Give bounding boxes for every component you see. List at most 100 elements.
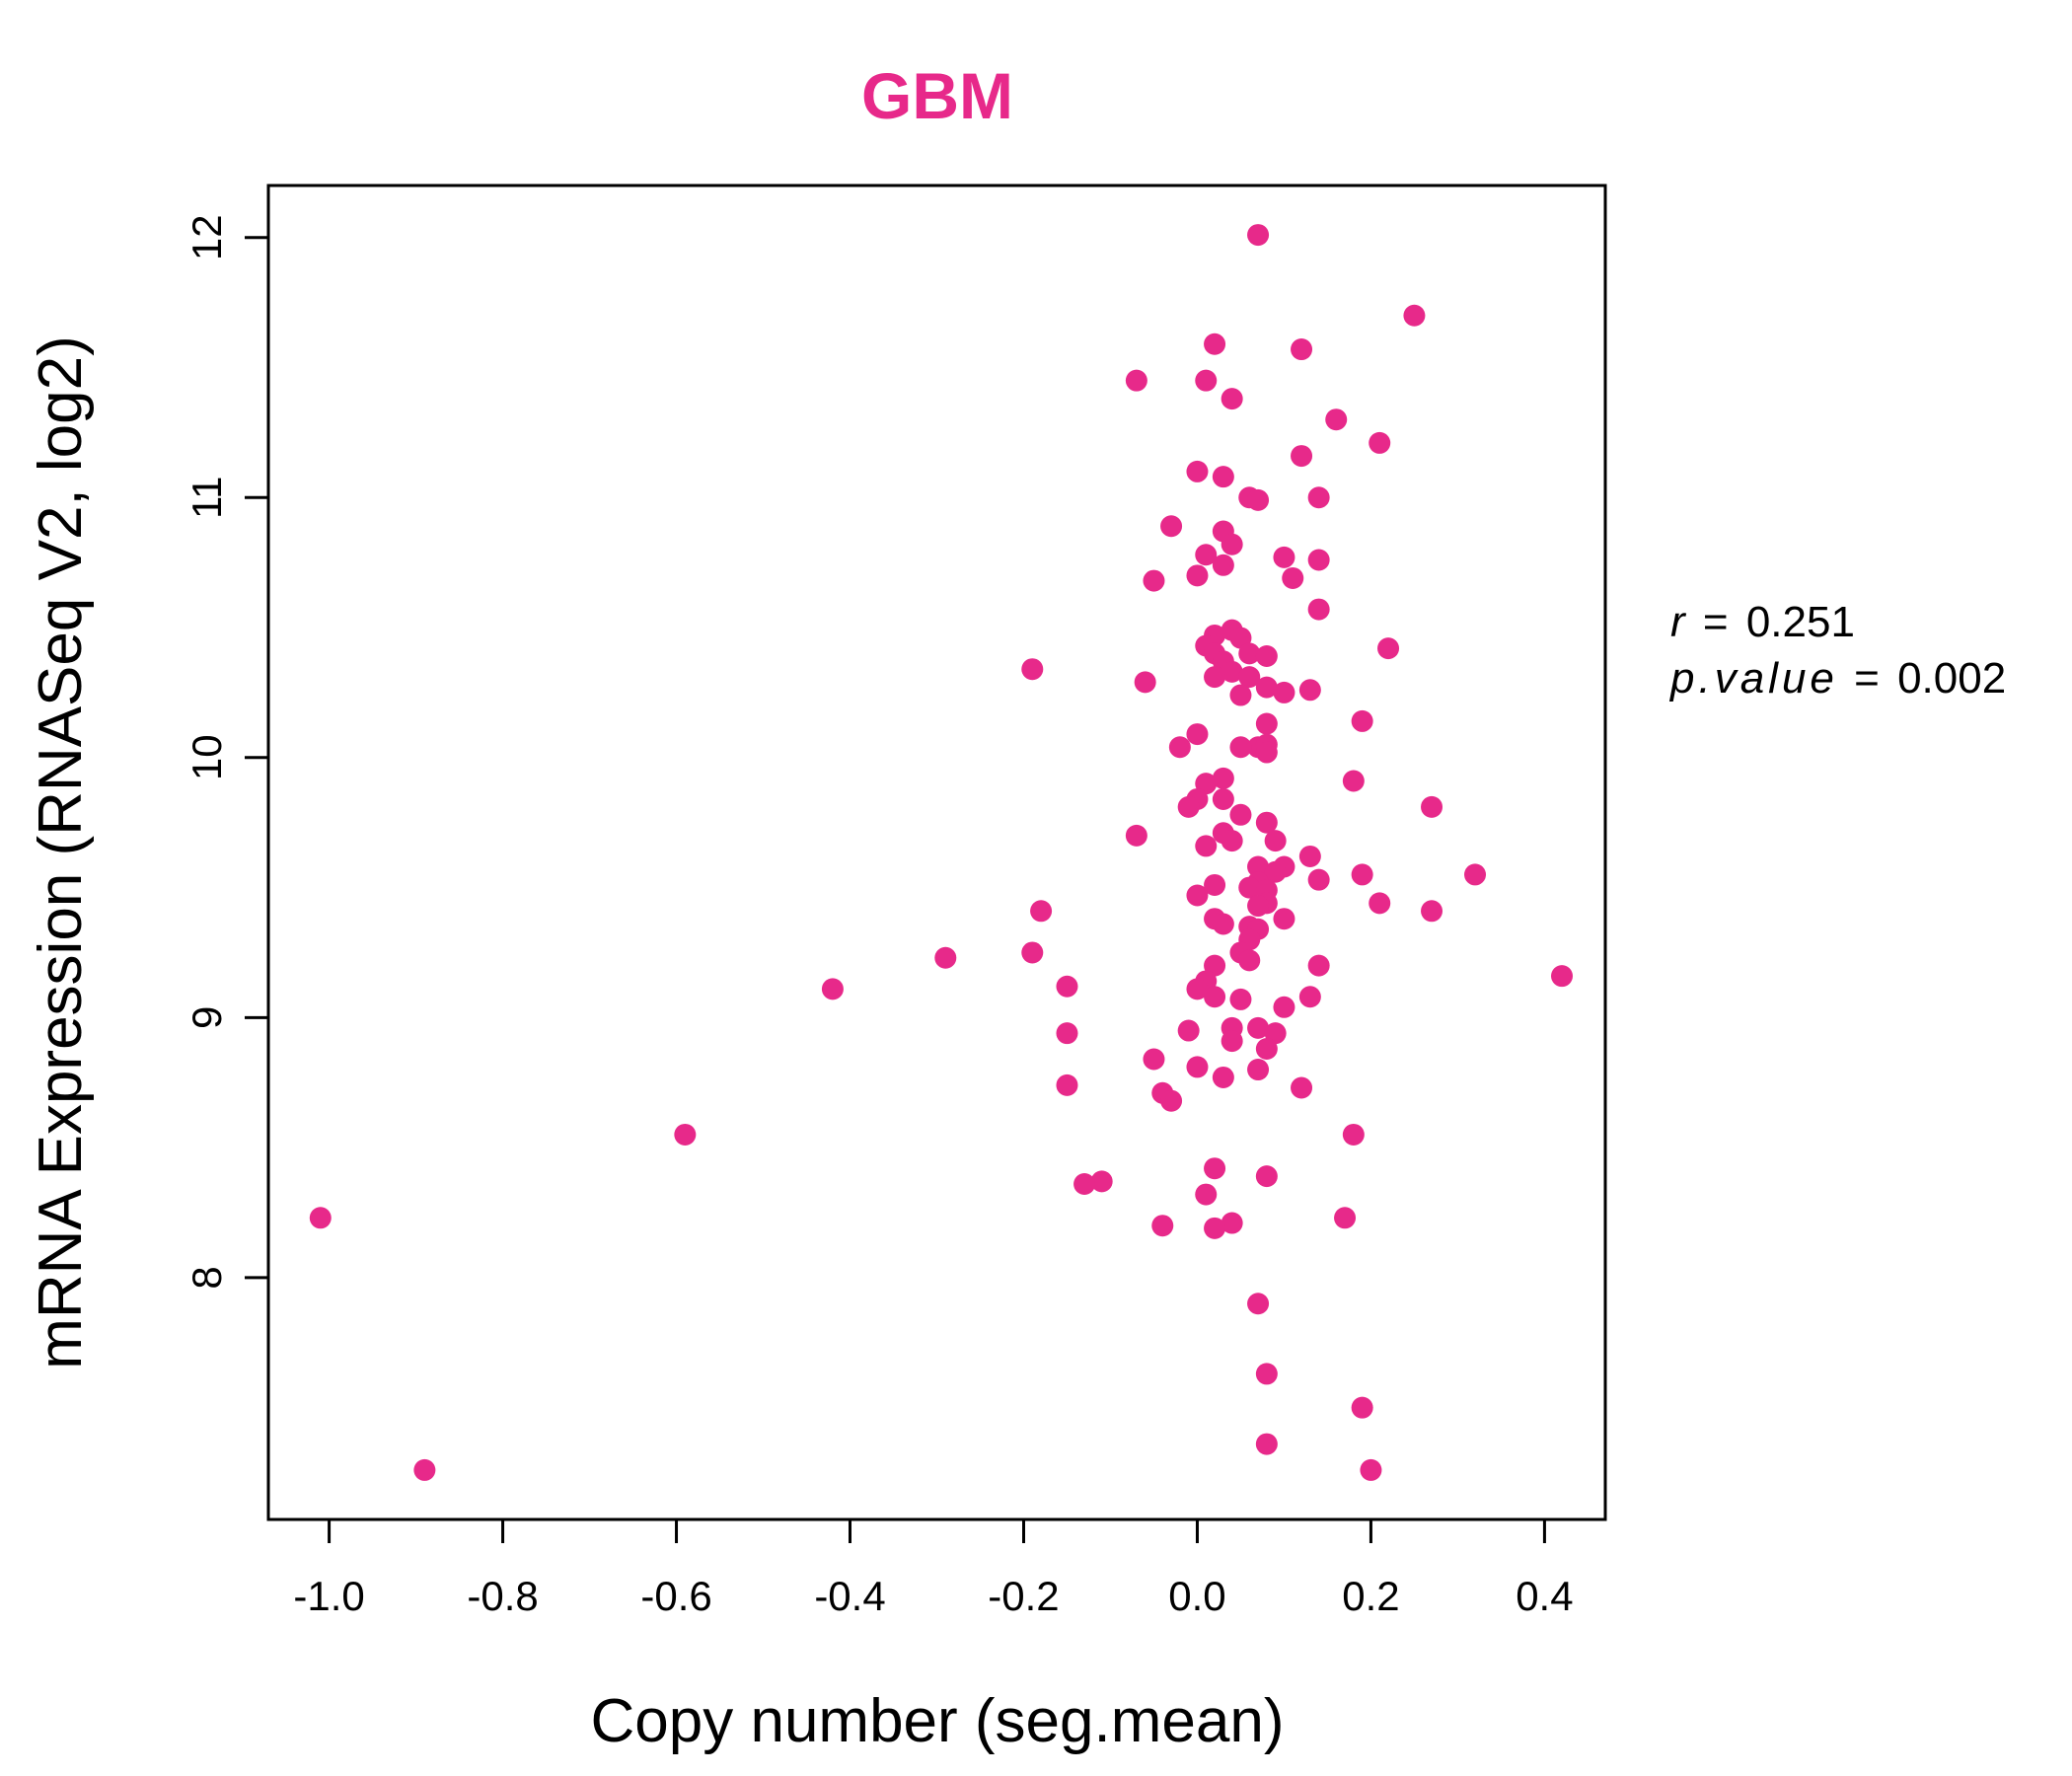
scatter-point <box>1307 486 1330 509</box>
p-value: 0.002 <box>1897 654 2006 703</box>
scatter-point <box>1212 767 1234 789</box>
x-tick-label: -0.2 <box>988 1573 1059 1619</box>
scatter-point <box>1229 684 1252 706</box>
scatter-point <box>1255 1037 1278 1060</box>
scatter-point <box>1204 873 1226 896</box>
scatter-point <box>1177 795 1200 818</box>
scatter-point <box>1291 445 1313 468</box>
scatter-point <box>1238 949 1261 972</box>
scatter-point <box>1186 884 1209 907</box>
x-tick-label: -0.8 <box>467 1573 538 1619</box>
scatter-point <box>1307 598 1330 621</box>
scatter-point <box>1212 554 1234 576</box>
scatter-point <box>1195 1183 1218 1206</box>
scatter-point <box>1247 1293 1270 1315</box>
scatter-point <box>1255 1165 1278 1188</box>
x-tick-label: -1.0 <box>293 1573 364 1619</box>
plot-frame <box>266 184 1607 1521</box>
scatter-point <box>1247 488 1270 511</box>
scatter-point <box>1255 1433 1278 1455</box>
scatter-point <box>1021 941 1044 964</box>
scatter-point <box>1421 900 1443 923</box>
scatter-point <box>1134 671 1156 694</box>
scatter-point <box>1143 569 1165 592</box>
y-tick-label: 12 <box>184 214 230 260</box>
scatter-point <box>1212 787 1234 810</box>
scatter-point <box>1264 860 1287 883</box>
scatter-point <box>1221 1030 1243 1053</box>
p-label: p.value <box>1668 654 1838 703</box>
r-value: 0.251 <box>1746 598 1855 646</box>
scatter-point <box>934 946 957 969</box>
y-tick-label: 11 <box>184 476 230 519</box>
scatter-point <box>1291 1076 1313 1099</box>
scatter-point <box>1273 908 1295 930</box>
scatter-point <box>1255 811 1278 834</box>
scatter-point <box>1056 1022 1078 1045</box>
scatter-point <box>1238 642 1261 665</box>
scatter-point <box>1186 564 1209 587</box>
r-label: r <box>1670 598 1687 646</box>
scatter-point <box>1125 824 1147 847</box>
scatter-point <box>1342 770 1365 792</box>
scatter-point <box>1325 408 1348 431</box>
scatter-point <box>1298 845 1321 867</box>
p-equals: = <box>1854 654 1880 703</box>
scatter-point <box>1369 431 1391 454</box>
y-axis: 8 9 10 11 12 <box>184 214 268 1290</box>
scatter-point <box>1351 1396 1373 1419</box>
scatter-point <box>1186 978 1209 1000</box>
scatter-point <box>1229 988 1252 1010</box>
x-tick-label: 0.2 <box>1342 1573 1399 1619</box>
scatter-point <box>1464 863 1487 886</box>
scatter-point <box>1056 1073 1078 1096</box>
scatter-point <box>1264 830 1287 852</box>
scatter-point <box>1238 876 1261 899</box>
scatter-point <box>309 1207 332 1229</box>
scatter-point <box>1090 1170 1113 1193</box>
chart-title: GBM <box>861 59 1013 132</box>
scatter-point <box>1291 338 1313 361</box>
scatter-point <box>1186 1056 1209 1078</box>
scatter-point <box>1186 723 1209 746</box>
scatter-point <box>1151 1215 1174 1237</box>
scatter-point <box>1247 1016 1270 1039</box>
scatter-point <box>1360 1458 1382 1481</box>
scatter-point <box>1073 1173 1096 1196</box>
scatter-point <box>1307 549 1330 571</box>
r-equals: = <box>1703 598 1729 646</box>
scatter-point <box>1334 1207 1357 1229</box>
scatter-point <box>1168 736 1191 759</box>
scatter-point <box>1212 913 1234 935</box>
scatter-point <box>1160 515 1183 538</box>
scatter-point <box>1030 900 1053 923</box>
scatter-point <box>1307 868 1330 891</box>
scatter-point <box>1238 666 1261 689</box>
scatter-point <box>1229 736 1252 759</box>
scatter-point <box>1195 835 1218 857</box>
scatter-point <box>1298 679 1321 702</box>
p-stat: p.value = 0.002 <box>1668 654 2006 703</box>
scatter-point <box>1403 304 1426 327</box>
scatter-point <box>1221 533 1243 555</box>
x-tick-label: -0.4 <box>814 1573 885 1619</box>
scatter-point <box>1229 803 1252 826</box>
scatter-point <box>1160 1089 1183 1112</box>
x-tick-label: 0.4 <box>1516 1573 1573 1619</box>
scatter-point <box>1177 1019 1200 1042</box>
scatter-point <box>1212 1066 1234 1088</box>
scatter-point <box>1125 369 1147 392</box>
scatter-point <box>1377 637 1400 660</box>
scatter-point <box>1307 954 1330 977</box>
scatter-point <box>1143 1048 1165 1071</box>
scatter-point <box>1255 741 1278 764</box>
scatter-point <box>1221 1212 1243 1234</box>
y-tick-label: 9 <box>184 1006 230 1029</box>
scatter-point <box>1247 224 1270 247</box>
y-tick-label: 8 <box>184 1266 230 1289</box>
y-tick-label: 10 <box>184 734 230 780</box>
scatter-point <box>1195 544 1218 566</box>
scatter-point <box>1247 855 1270 878</box>
scatter-point <box>1204 986 1226 1008</box>
scatter-point <box>1421 795 1443 818</box>
